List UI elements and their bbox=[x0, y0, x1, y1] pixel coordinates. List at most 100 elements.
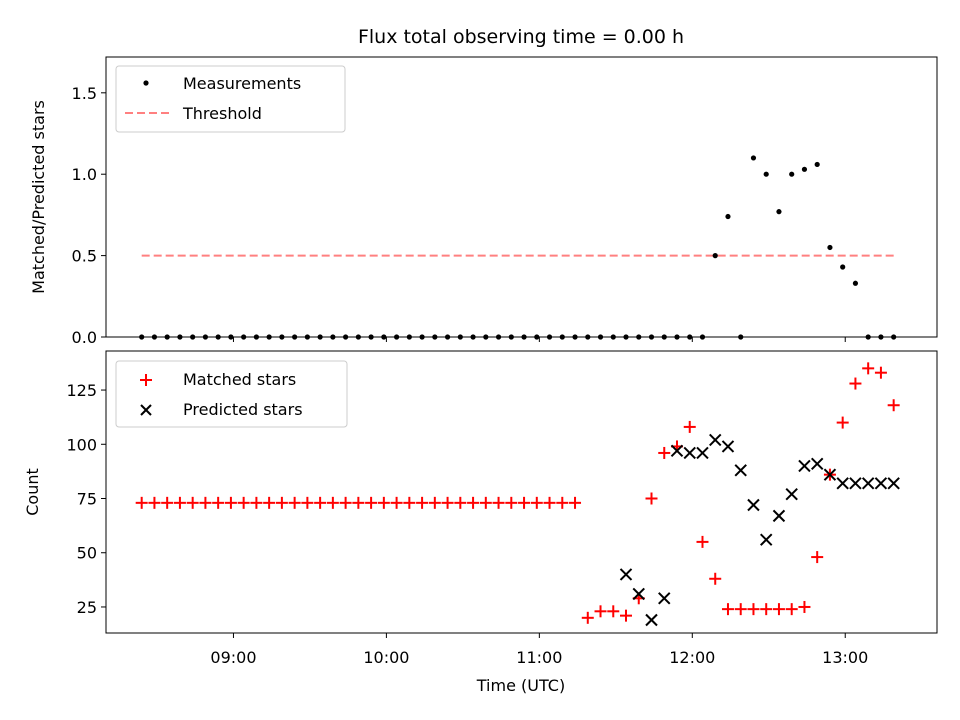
matched-point bbox=[658, 446, 671, 459]
matched-point bbox=[683, 420, 696, 433]
y-tick-label: 25 bbox=[77, 598, 97, 617]
x-tick-label: 13:00 bbox=[822, 648, 868, 667]
count-legend-frame bbox=[115, 360, 348, 428]
matched-point bbox=[645, 492, 658, 505]
matched-point bbox=[339, 496, 352, 509]
predicted-point bbox=[887, 477, 900, 490]
matched-point bbox=[811, 551, 824, 564]
matched-point bbox=[874, 366, 887, 379]
predicted-point bbox=[709, 433, 722, 447]
matched-point bbox=[594, 605, 607, 618]
x-tick-label: 11:00 bbox=[516, 648, 562, 667]
matched-point bbox=[352, 496, 365, 509]
count-panel: 09:00 10:00 11:00 12:00 13:00 25 50 75 100 125 Co… bbox=[23, 350, 938, 695]
legend-measurements-marker bbox=[143, 80, 149, 86]
matched-point bbox=[518, 496, 531, 509]
predicted-point bbox=[810, 457, 824, 471]
matched-point bbox=[798, 600, 811, 613]
measurements-series bbox=[139, 155, 897, 340]
measurement-point bbox=[827, 244, 833, 251]
y-tick-label: 0.0 bbox=[72, 328, 97, 347]
matched-point bbox=[569, 496, 582, 509]
matched-point bbox=[620, 609, 633, 622]
legend-matched-label: Matched stars bbox=[183, 370, 296, 389]
measurement-point bbox=[789, 171, 795, 177]
measurement-point bbox=[763, 171, 769, 177]
count-ticks: 09:00 10:00 11:00 12:00 13:00 25 50 75 100 125 bbox=[66, 381, 868, 667]
measurement-point bbox=[712, 253, 718, 259]
matched-point bbox=[148, 496, 161, 509]
y-tick-label: 125 bbox=[66, 381, 97, 400]
legend-predicted-marker bbox=[140, 404, 152, 416]
matched-point bbox=[275, 496, 288, 509]
ratio-legend: Measurements Threshold bbox=[115, 65, 346, 133]
predicted-point bbox=[721, 440, 735, 453]
matched-point bbox=[556, 496, 569, 509]
chart-title: Flux total observing time = 0.00 h bbox=[358, 26, 684, 48]
x-tick-label: 10:00 bbox=[363, 648, 409, 667]
matched-point bbox=[377, 496, 390, 509]
matched-point bbox=[887, 399, 900, 412]
matched-point bbox=[492, 496, 505, 509]
predicted-point bbox=[874, 477, 888, 490]
count-ylabel: Count bbox=[23, 468, 42, 516]
matched-point bbox=[505, 496, 518, 509]
matched-point bbox=[467, 496, 480, 509]
measurement-point bbox=[776, 209, 782, 215]
predicted-point bbox=[683, 446, 696, 460]
matched-point bbox=[301, 496, 314, 509]
matched-point bbox=[263, 496, 276, 509]
matched-point bbox=[479, 496, 492, 509]
measurement-point bbox=[852, 280, 859, 286]
predicted-point bbox=[836, 477, 849, 490]
matched-point bbox=[747, 603, 760, 616]
ratio-panel: 0.0 0.5 1.0 1.5 Matched/Predicted stars Mea… bbox=[29, 56, 938, 347]
matched-point bbox=[326, 496, 339, 509]
legend-matched-marker bbox=[140, 374, 152, 386]
predicted-point bbox=[772, 509, 786, 523]
matched-point bbox=[288, 496, 301, 509]
matched-point bbox=[454, 496, 467, 509]
matched-point bbox=[760, 603, 773, 616]
matched-point bbox=[849, 377, 862, 390]
matched-point bbox=[785, 603, 798, 616]
matched-point bbox=[403, 496, 416, 509]
x-tick-label: 09:00 bbox=[210, 648, 256, 667]
matched-point bbox=[607, 605, 620, 618]
measurement-point bbox=[725, 213, 731, 220]
predicted-point bbox=[785, 487, 798, 501]
matched-point bbox=[390, 496, 403, 509]
matched-point bbox=[734, 603, 747, 616]
matched-point bbox=[428, 496, 441, 509]
ratio-axes-frame bbox=[105, 56, 938, 338]
measurement-point bbox=[801, 166, 808, 172]
ratio-ticks: 0.0 0.5 1.0 1.5 bbox=[72, 84, 846, 347]
predicted-point bbox=[849, 477, 862, 490]
measurement-point bbox=[840, 264, 846, 270]
predicted-point bbox=[696, 446, 709, 460]
matched-point bbox=[237, 496, 250, 509]
predicted-point bbox=[823, 468, 837, 481]
predicted-series bbox=[619, 433, 900, 627]
predicted-point bbox=[861, 477, 875, 490]
matched-point bbox=[862, 362, 875, 375]
matched-point bbox=[173, 496, 186, 509]
matched-point bbox=[224, 496, 237, 509]
matched-point bbox=[250, 496, 263, 509]
y-tick-label: 75 bbox=[77, 490, 97, 509]
predicted-point bbox=[619, 568, 633, 581]
matched-point bbox=[161, 496, 174, 509]
matched-point bbox=[581, 611, 594, 624]
matched-point bbox=[696, 535, 709, 548]
x-tick-label: 12:00 bbox=[669, 648, 715, 667]
predicted-point bbox=[747, 498, 760, 512]
y-tick-label: 50 bbox=[77, 544, 97, 563]
predicted-point bbox=[658, 592, 671, 605]
matched-point bbox=[530, 496, 543, 509]
legend-predicted-label: Predicted stars bbox=[183, 400, 303, 419]
predicted-point bbox=[632, 587, 645, 601]
measurement-point bbox=[814, 161, 820, 168]
legend-threshold-label: Threshold bbox=[182, 104, 262, 123]
count-axes-frame bbox=[105, 350, 938, 634]
